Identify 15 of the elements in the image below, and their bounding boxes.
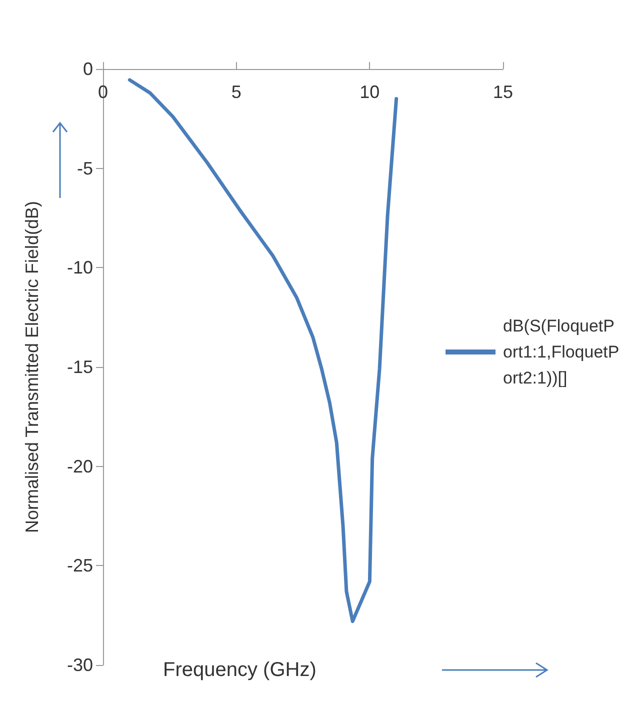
x-axis-title: Frequency (GHz)	[163, 659, 316, 681]
y-tick-label: -5	[76, 158, 93, 178]
y-tick-label: -10	[66, 258, 93, 278]
x-tick-label: 5	[231, 82, 242, 102]
y-axis-title: Normalised Transmitted Electric Field(dB)	[22, 200, 42, 534]
x-tick-label: 0	[98, 82, 108, 102]
x-tick-label: 15	[492, 82, 514, 102]
x-tick-label: 10	[360, 82, 380, 102]
y-tick-label: -15	[66, 357, 93, 377]
y-tick-label: -30	[66, 655, 93, 675]
y-tick-label: 0	[82, 59, 93, 79]
y-tick-label: -25	[66, 556, 93, 576]
legend-label: dB(S(FloquetPort1:1,FloquetPort2:1))[]	[503, 316, 620, 388]
line-series	[128, 78, 398, 624]
y-tick-label: -20	[66, 456, 93, 476]
